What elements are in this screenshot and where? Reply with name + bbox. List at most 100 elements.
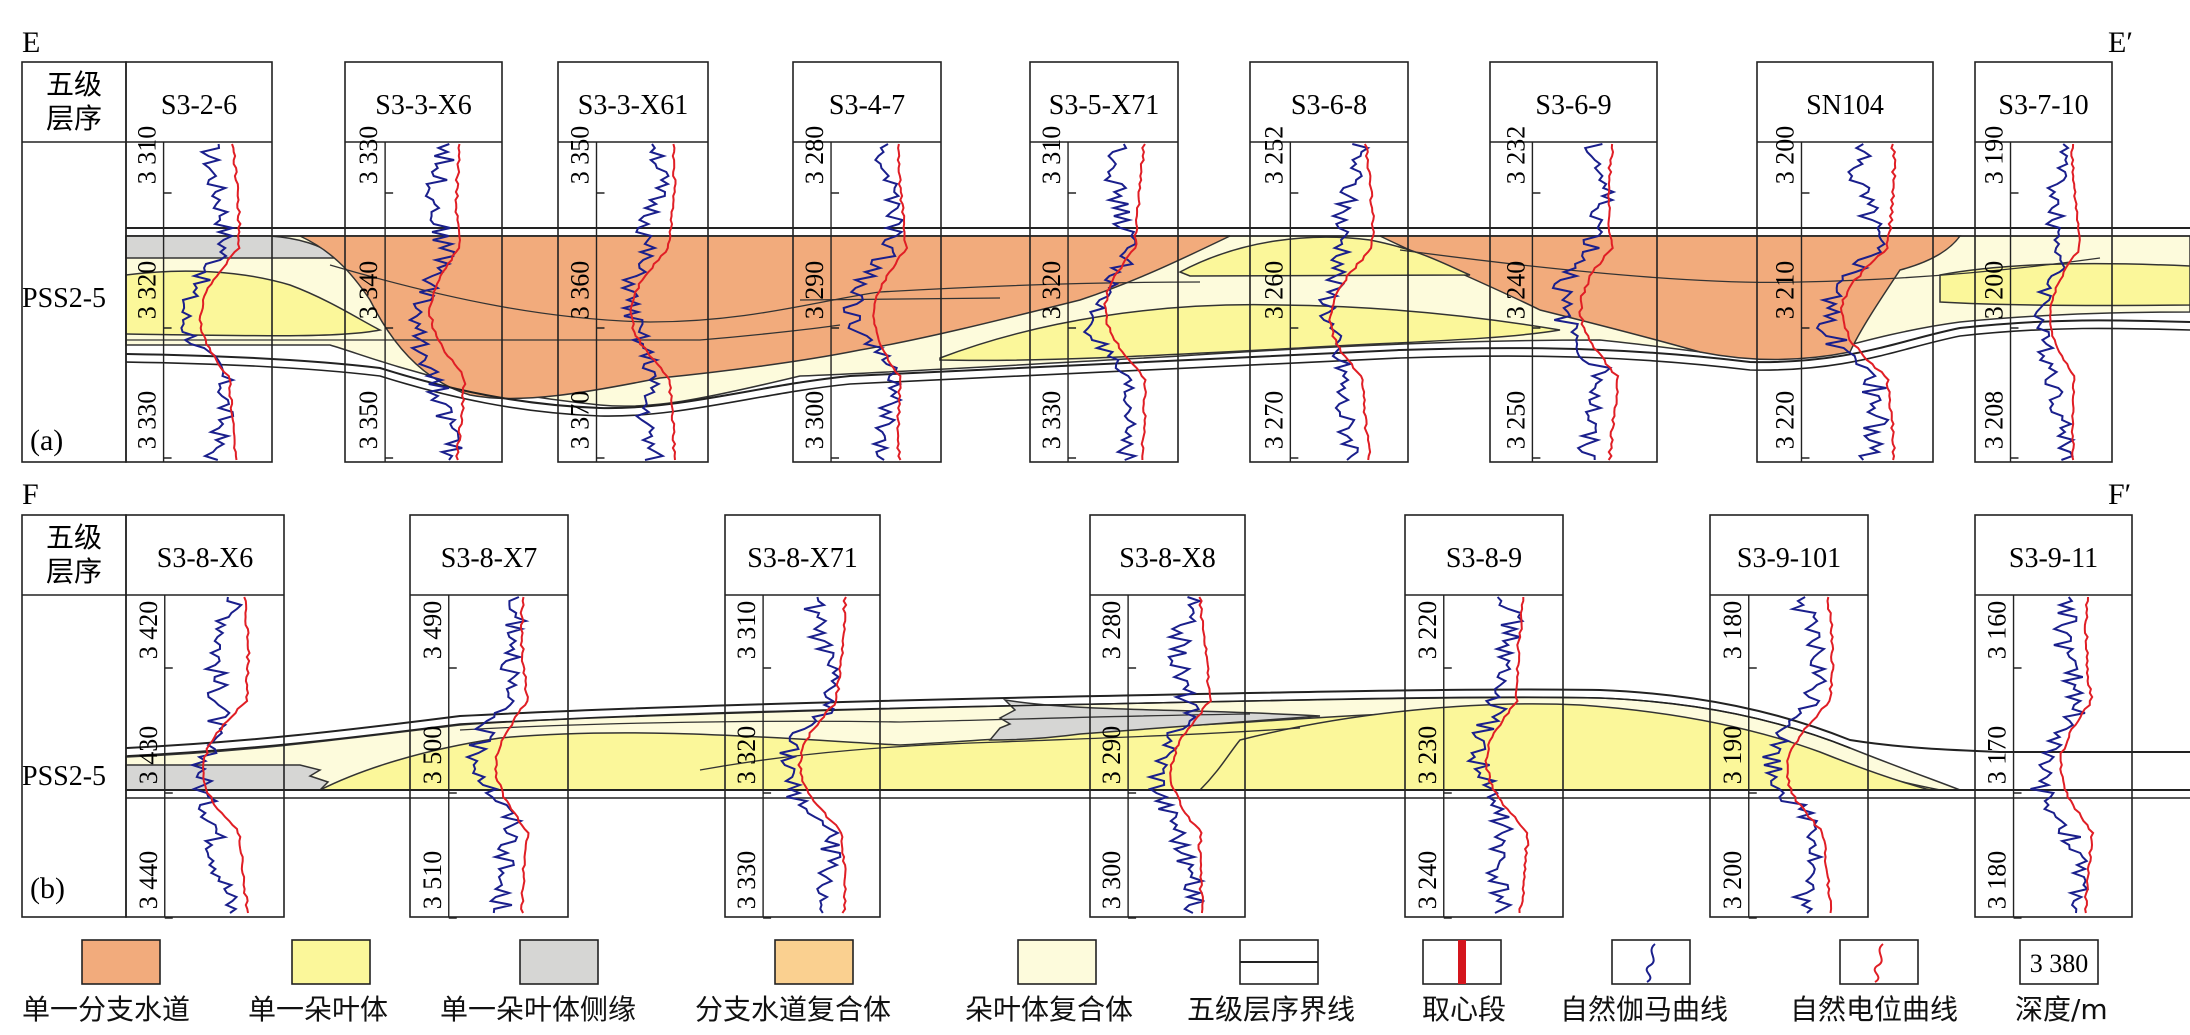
depth-label: 3 232 [1501,126,1530,185]
well-frame [1709,514,1869,918]
depth-label: 3 210 [1770,261,1799,320]
panel-a-internal-line-1 [329,264,1201,323]
depth-label: 3 310 [1037,126,1066,185]
depth-label: 3 200 [1980,261,2009,320]
gamma-ray-curve [1317,143,1371,461]
well-frame [1249,61,1409,463]
lobe-edge-swatch [519,939,599,985]
gamma-ray-curve [2030,596,2090,914]
well-name: S3-4-7 [829,90,905,121]
legend-label-gamma-curve: 自然伽马曲线 [1560,993,1729,1026]
depth-label: 3 420 [134,601,163,660]
well-name: S3-7-10 [1998,90,2088,121]
depth-label: 3 310 [732,601,761,660]
depth-label: 3 350 [566,126,595,185]
panel-a-header-column-label: 层序 [46,102,102,135]
well-name: S3-6-9 [1535,90,1611,121]
gamma-ray-curve [1815,143,1890,461]
depth-label: 3 208 [1980,391,2009,450]
well-frame [344,61,503,463]
legend-label-sequence-boundary: 五级层序界线 [1187,993,1356,1026]
depth-label: 3 240 [1413,851,1442,910]
sp-curve [202,596,251,914]
well-frame [1974,61,2113,463]
well-name: S3-9-11 [2009,543,2098,574]
depth-label: 3 370 [566,391,595,450]
well-frame [125,61,273,463]
panel-a-branch-channel-main [299,235,1231,400]
depth-label: 3 290 [800,261,829,320]
well-frame [792,61,942,463]
panel-a-well-s3-4-7: S3-4-73 280 3 290 3 300 [792,61,942,463]
depth-label: 3 290 [1097,726,1126,785]
panel-a-lobe-left [125,270,383,337]
panel-b-well-s3-8-x7: S3-8-X7 3 490 3 500 3 510 [409,514,569,919]
panel-b-unit-label: PSS2-5 [22,761,106,792]
legend-label-core-segment: 取心段 [1422,993,1507,1026]
well-name: S3-2-6 [161,90,237,121]
legend-label-lobe: 单一朵叶体 [248,993,389,1026]
legend-label-sp-curve: 自然电位曲线 [1790,993,1959,1026]
gamma-ray-curve [779,596,842,914]
lobe-complex-swatch [1017,939,1097,985]
depth-label: 3 310 [133,126,162,185]
well-name: S3-5-X71 [1049,90,1159,121]
well-frame [1974,514,2133,918]
depth-label: 3 220 [1413,601,1442,660]
depth-label: 3 180 [1983,851,2012,910]
panel-a-well-s3-7-10: S3-7-10 3 190 3 200 3 208 [1974,61,2113,463]
sp-curve [2059,596,2095,914]
well-frame [125,514,285,918]
sp-curve [1785,596,1835,914]
panel-a-well-s3-3-x6: S3-3-X6 3 330 3 340 3 350 [344,61,503,463]
depth-label: 3 190 [1980,126,2009,185]
depth-label: 3 170 [1983,726,2012,785]
legend-label-lobe-complex: 朵叶体复合体 [965,993,1134,1026]
sp-curve-swatch [1839,939,1919,985]
legend-label-lobe-edge: 单一朵叶体侧缘 [440,993,637,1026]
panel-a-branch-channel-right [1379,235,1962,361]
depth-label: 3 320 [133,261,162,320]
well-name: S3-6-8 [1291,90,1367,121]
sp-curve [1169,596,1213,914]
sp-curve [2049,143,2081,461]
gamma-ray-curve [1465,596,1525,914]
depth-label: 3 200 [1718,851,1747,910]
depth-sample: 3 380 [2030,949,2089,978]
panel-b-well-s3-9-11: S3-9-11 3 160 3 170 3 180 [1974,514,2133,919]
panel-a-geology [125,227,2190,417]
panel-b-header-column-label: 层序 [46,555,102,588]
depth-label: 3 190 [1718,726,1747,785]
gamma-ray-curve [464,596,530,914]
gamma-ray-curve [189,596,244,914]
panel-a-lobe-right [1939,262,2190,307]
panel-a-lobe-upper-middle [1178,236,1471,277]
panel-a-left-label: E [22,26,40,59]
panel-a-well-s3-6-8: S3-6-83 252 3 260 3 270 [1249,61,1409,463]
panel-a-internal-line-4 [799,297,1001,301]
legend-label-depth: 深度/m [2015,993,2108,1026]
depth-label: 3 330 [354,126,383,185]
depth-label: 3 440 [134,851,163,910]
depth-label: 3 260 [1259,261,1288,320]
depth-label: 3 300 [1097,851,1126,910]
well-frame [557,61,709,463]
sp-curve [1484,597,1530,914]
well-name: S3-8-X71 [747,543,857,574]
depth-label: 3 160 [1983,601,2012,660]
sp-curve [427,143,467,461]
panel-a-well-s3-6-9: S3-6-93 232 3 240 3 250 [1489,61,1658,463]
lobe-swatch [291,939,371,985]
well-frame [1756,61,1934,463]
panel-a-unit-label: PSS2-5 [22,283,106,314]
panel-a-tag: (a) [30,424,63,457]
depth-label: 3 320 [1037,261,1066,320]
depth-label: 3 330 [1037,391,1066,450]
well-name: SN104 [1806,90,1884,121]
panel-b-well-s3-8-x8: S3-8-X8 3 280 3 290 3 300 [1089,514,1246,919]
panel-b-well-s3-8-9: S3-8-93 220 3 230 3 240 [1404,514,1564,919]
panel-b-left-label: F [22,478,39,511]
core-segment-swatch [1422,939,1502,985]
depth-label: 3 220 [1770,391,1799,450]
